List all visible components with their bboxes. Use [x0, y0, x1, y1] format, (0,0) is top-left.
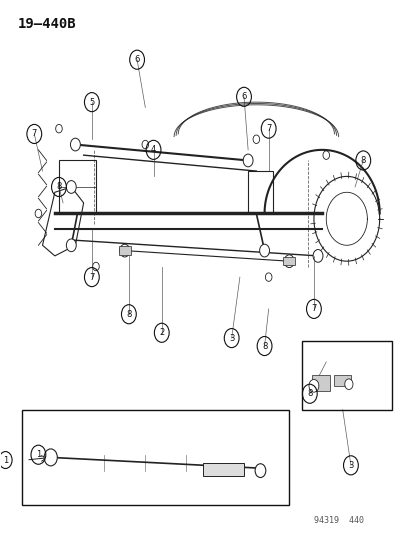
Circle shape	[259, 244, 269, 257]
Text: 6: 6	[241, 92, 246, 101]
Circle shape	[254, 464, 265, 478]
Circle shape	[322, 151, 329, 159]
Text: 2: 2	[159, 328, 164, 337]
Circle shape	[308, 379, 318, 392]
Text: 7: 7	[266, 124, 271, 133]
Text: 8: 8	[56, 182, 62, 191]
Text: 8: 8	[126, 310, 131, 319]
Text: 5: 5	[89, 98, 94, 107]
Circle shape	[70, 138, 80, 151]
Bar	[22, 410, 289, 505]
Circle shape	[44, 449, 57, 466]
Circle shape	[265, 273, 271, 281]
Bar	[282, 257, 295, 265]
Circle shape	[93, 262, 99, 271]
Circle shape	[252, 135, 259, 143]
Circle shape	[55, 124, 62, 133]
Text: 7: 7	[311, 304, 316, 313]
Text: 6: 6	[134, 55, 140, 64]
Text: 3: 3	[347, 461, 353, 470]
Circle shape	[142, 140, 148, 149]
Text: 8: 8	[360, 156, 365, 165]
Circle shape	[242, 154, 252, 167]
Text: 1: 1	[3, 456, 8, 465]
Text: 7: 7	[31, 130, 37, 139]
Bar	[202, 463, 243, 476]
Circle shape	[35, 209, 42, 217]
Circle shape	[312, 249, 322, 262]
Bar	[59, 160, 96, 214]
Text: 1: 1	[36, 450, 41, 459]
Circle shape	[66, 239, 76, 252]
Circle shape	[344, 379, 352, 390]
Text: 3: 3	[228, 334, 234, 343]
Text: 8: 8	[261, 342, 267, 351]
Bar	[311, 375, 330, 391]
Bar	[334, 375, 350, 386]
Circle shape	[66, 181, 76, 193]
Text: 19—440B: 19—440B	[18, 17, 76, 31]
Text: 4: 4	[151, 146, 156, 155]
Circle shape	[284, 255, 294, 268]
Text: 7: 7	[89, 272, 94, 281]
Text: 94319  440: 94319 440	[313, 516, 363, 525]
Bar	[247, 171, 272, 214]
Text: 8: 8	[306, 389, 312, 398]
Bar	[301, 341, 391, 410]
Circle shape	[119, 244, 129, 257]
Bar	[118, 246, 131, 255]
